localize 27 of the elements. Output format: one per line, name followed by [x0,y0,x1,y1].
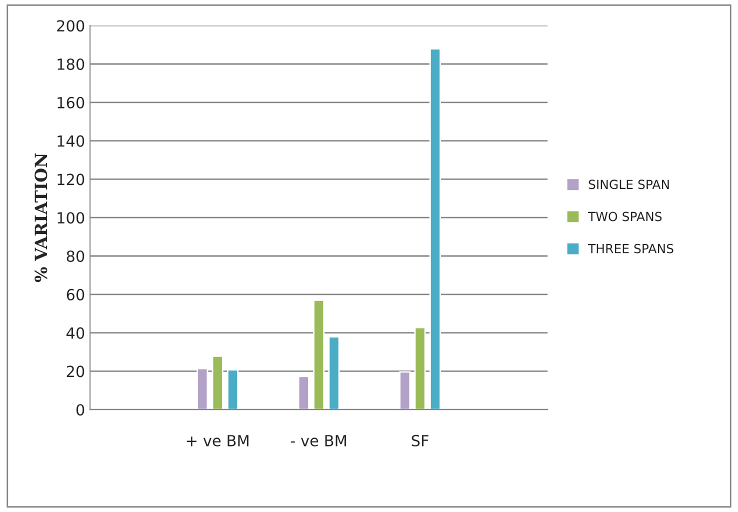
bar [196,368,208,410]
bar [313,299,325,410]
y-tick-label: 80 [66,250,84,262]
bar [298,376,310,410]
y-tick-label: 0 [76,404,84,416]
bar [328,336,340,410]
y-tick-label: 100 [58,212,84,224]
y-tick-label: 160 [58,96,84,108]
legend-label: TWO SPANS [588,212,662,222]
y-tick-label: 120 [58,174,84,186]
x-tick-label: SF [412,434,428,446]
x-tick-label: - ve BM [290,435,346,446]
bar [399,371,411,410]
y-tick-label: 20 [66,366,84,378]
legend-label: THREE SPANS [588,244,674,254]
x-tick-label: + ve BM [186,435,248,446]
legend-label: SINGLE SPAN [588,180,669,190]
y-tick-label: 140 [58,135,84,147]
bar [227,369,239,410]
bar [429,48,441,410]
y-tick-label: 60 [66,288,84,300]
bar [414,326,426,410]
bar [212,356,224,410]
y-tick-label: 40 [66,327,84,339]
y-tick-label: 200 [57,20,84,32]
y-tick-label: 180 [58,58,84,70]
y-axis-title: % VARIATION [34,153,48,282]
